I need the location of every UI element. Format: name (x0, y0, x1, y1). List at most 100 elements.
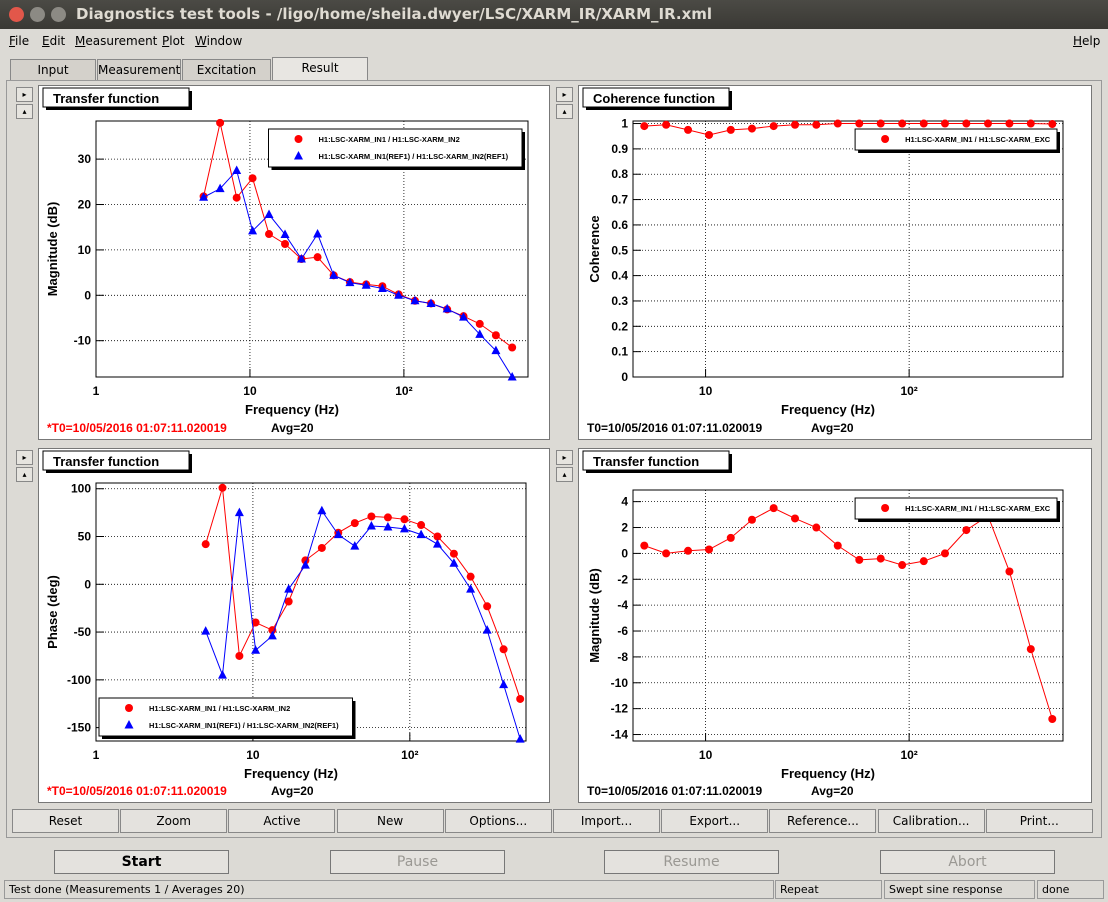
toolbar-button[interactable]: New (336, 809, 444, 833)
panel-arrow-button[interactable]: ▸ (556, 450, 573, 465)
data-point (216, 118, 225, 127)
data-point (962, 119, 971, 128)
chart: Coherence function 10 10² 0 0.1 0.2 0.3 0.4 0.5 0… (582, 87, 1064, 435)
legend (98, 697, 353, 737)
series-line (203, 169, 513, 378)
y-tick-label: 0.5 (611, 243, 628, 257)
data-point (251, 618, 260, 627)
result-frame (6, 80, 1102, 838)
control-button[interactable]: Start (54, 850, 229, 874)
toolbar-button[interactable]: Import... (553, 809, 660, 833)
data-point (662, 120, 671, 129)
toolbar-button[interactable]: Reference... (769, 809, 877, 833)
menu-item[interactable]: File (9, 34, 30, 48)
menu-item[interactable]: Window (195, 34, 243, 48)
plot-panel: Transfer function 1 10 10² -150 -100 -50 0 50 100… (38, 448, 550, 803)
tab[interactable]: Measurement (97, 59, 181, 80)
data-point (317, 543, 326, 552)
data-point (769, 504, 778, 513)
chart: Transfer function 1 10 10² -150 -100 -50 0 50 100… (42, 450, 527, 798)
y-tick-label: 0.1 (611, 345, 628, 359)
status-field: done (1037, 880, 1104, 899)
maximize-button[interactable] (51, 7, 66, 22)
toolbar-button[interactable]: Reset (12, 809, 119, 833)
data-point (483, 602, 492, 611)
data-point (726, 533, 735, 542)
x-axis-label: Frequency (Hz) (244, 766, 338, 781)
y-tick-label: 50 (78, 530, 92, 544)
timestamp: T0=10/05/2016 01:07:11.020019 (587, 421, 762, 435)
data-point (919, 119, 928, 128)
timestamp: T0=10/05/2016 01:07:11.020019 (587, 784, 762, 798)
legend-marker (881, 135, 890, 143)
toolbar-button[interactable]: Calibration... (877, 809, 985, 833)
panel-arrow-button[interactable]: ▴ (16, 467, 33, 482)
x-tick-label: 1 (93, 384, 100, 398)
data-point (726, 125, 735, 134)
tab[interactable]: Input (10, 59, 96, 80)
data-point (281, 240, 290, 249)
data-point (515, 734, 525, 743)
x-tick-label: 10 (243, 384, 257, 398)
data-point (432, 539, 442, 548)
title-bar: Diagnostics test tools - /ligo/home/shei… (0, 0, 1108, 29)
data-point (1048, 120, 1057, 129)
menu-item[interactable]: Edit (42, 34, 66, 48)
y-tick-label: 2 (621, 521, 628, 535)
data-point (962, 526, 971, 535)
panel-arrow-button[interactable]: ▴ (16, 104, 33, 119)
data-point (983, 119, 992, 128)
toolbar-button[interactable]: Export... (661, 809, 769, 833)
data-point (1026, 645, 1035, 654)
minimize-button[interactable] (30, 7, 45, 22)
data-point (442, 303, 452, 313)
data-point (747, 124, 756, 133)
data-point (199, 192, 209, 201)
control-button[interactable]: Resume (604, 850, 779, 874)
data-point (251, 645, 261, 654)
series-line (205, 509, 521, 740)
data-point (366, 521, 376, 530)
chart: Transfer function 10 10² -14 -12 -10 -8 -6 -4 -2 0… (582, 450, 1064, 798)
averages: Avg=20 (271, 784, 314, 798)
y-tick-label: -4 (617, 598, 628, 612)
x-axis-label: Frequency (Hz) (781, 766, 875, 781)
title-box (42, 87, 190, 108)
legend (854, 497, 1058, 520)
tab[interactable]: Result (272, 57, 368, 80)
toolbar-button[interactable]: Active (228, 809, 336, 833)
panel-arrow-button[interactable]: ▴ (556, 104, 573, 119)
tab[interactable]: Excitation (182, 59, 271, 80)
panel-arrow-button[interactable]: ▸ (16, 87, 33, 102)
data-point (508, 343, 517, 352)
control-button[interactable]: Abort (880, 850, 1055, 874)
toolbar-button[interactable]: Zoom (120, 809, 228, 833)
menu-item[interactable]: Help (1073, 34, 1101, 48)
menu-item[interactable]: Measurement (75, 34, 158, 48)
data-point (265, 230, 274, 239)
title-box (582, 87, 730, 108)
data-point (499, 679, 509, 689)
plot-panel: Transfer function 1 10 10² -10 0 10 20 30 Frequen… (38, 85, 550, 440)
toolbar-button[interactable]: Print... (985, 809, 1093, 833)
data-point (410, 295, 420, 305)
panel-arrow-button[interactable]: ▸ (16, 450, 33, 465)
panel-arrow-button[interactable]: ▸ (556, 87, 573, 102)
data-point (383, 521, 393, 531)
panel-arrow-button[interactable]: ▴ (556, 467, 573, 482)
data-point (940, 549, 949, 558)
control-button[interactable]: Pause (330, 850, 505, 874)
data-point (264, 209, 274, 219)
menu-item[interactable]: Plot (162, 34, 185, 48)
y-tick-label: 0.9 (611, 142, 628, 156)
data-point (433, 532, 442, 541)
data-point (662, 549, 671, 558)
y-tick-label: 0 (621, 546, 628, 560)
legend-marker (881, 504, 890, 512)
chart-title: Coherence function (593, 91, 715, 106)
data-point (499, 645, 508, 654)
toolbar-button[interactable]: Options... (444, 809, 552, 833)
data-point (361, 280, 371, 289)
close-button[interactable] (9, 7, 24, 22)
chart-title: Transfer function (53, 91, 159, 106)
